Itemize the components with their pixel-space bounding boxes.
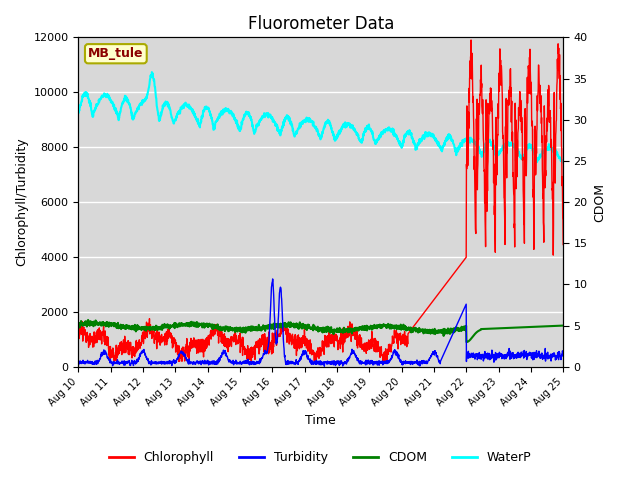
Title: Fluorometer Data: Fluorometer Data xyxy=(248,15,394,33)
Y-axis label: Chlorophyll/Turbidity: Chlorophyll/Turbidity xyxy=(15,138,28,266)
X-axis label: Time: Time xyxy=(305,414,336,427)
Text: MB_tule: MB_tule xyxy=(88,47,143,60)
Y-axis label: CDOM: CDOM xyxy=(593,182,606,222)
Legend: Chlorophyll, Turbidity, CDOM, WaterP: Chlorophyll, Turbidity, CDOM, WaterP xyxy=(104,446,536,469)
